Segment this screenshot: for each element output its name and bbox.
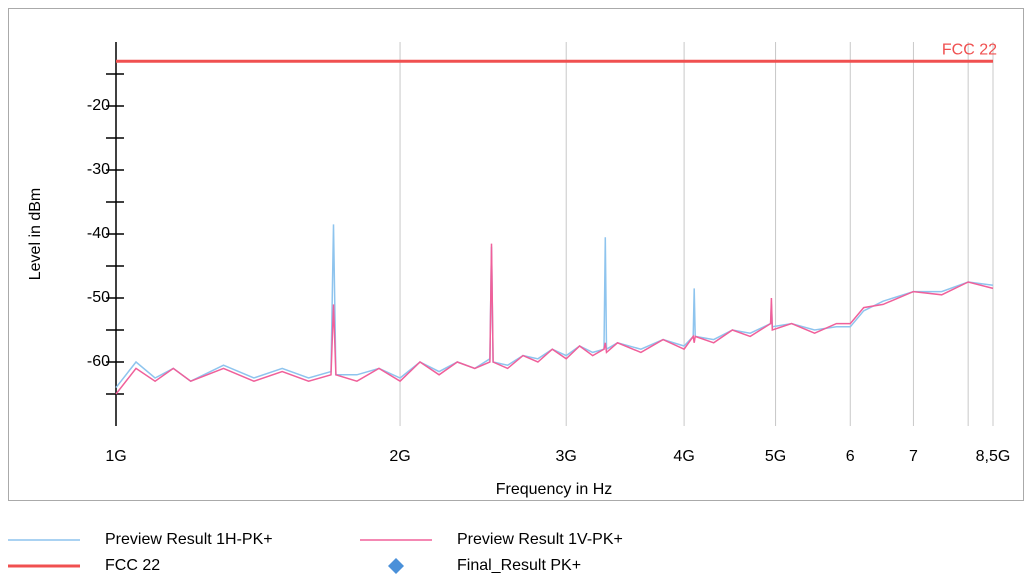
legend-label: Final_Result PK+ xyxy=(457,557,581,574)
legend-label: Preview Result 1V-PK+ xyxy=(457,531,623,548)
y-tick-label: -40 xyxy=(87,225,110,242)
x-tick-label: 1G xyxy=(105,448,126,465)
chart-frame xyxy=(8,8,1024,501)
x-tick-label: 6 xyxy=(846,448,855,465)
legend-label: Preview Result 1H-PK+ xyxy=(105,531,273,548)
x-tick-label: 5G xyxy=(765,448,786,465)
legend-marker xyxy=(388,558,404,574)
x-tick-label: 4G xyxy=(673,448,694,465)
y-tick-label: -30 xyxy=(87,161,110,178)
x-tick-label: 7 xyxy=(909,448,918,465)
series-line xyxy=(115,243,994,395)
y-tick-label: -50 xyxy=(87,289,110,306)
limit-label: FCC 22 xyxy=(942,41,997,58)
y-tick-label: -20 xyxy=(87,97,110,114)
legend-label: FCC 22 xyxy=(105,557,160,574)
x-tick-label: 8,5G xyxy=(976,448,1011,465)
x-tick-label: 3G xyxy=(556,448,577,465)
x-tick-label: 2G xyxy=(389,448,410,465)
y-axis-label: Level in dBm xyxy=(27,188,44,281)
y-tick-label: -60 xyxy=(87,353,110,370)
series-line xyxy=(115,224,994,389)
x-axis-label: Frequency in Hz xyxy=(496,481,613,498)
